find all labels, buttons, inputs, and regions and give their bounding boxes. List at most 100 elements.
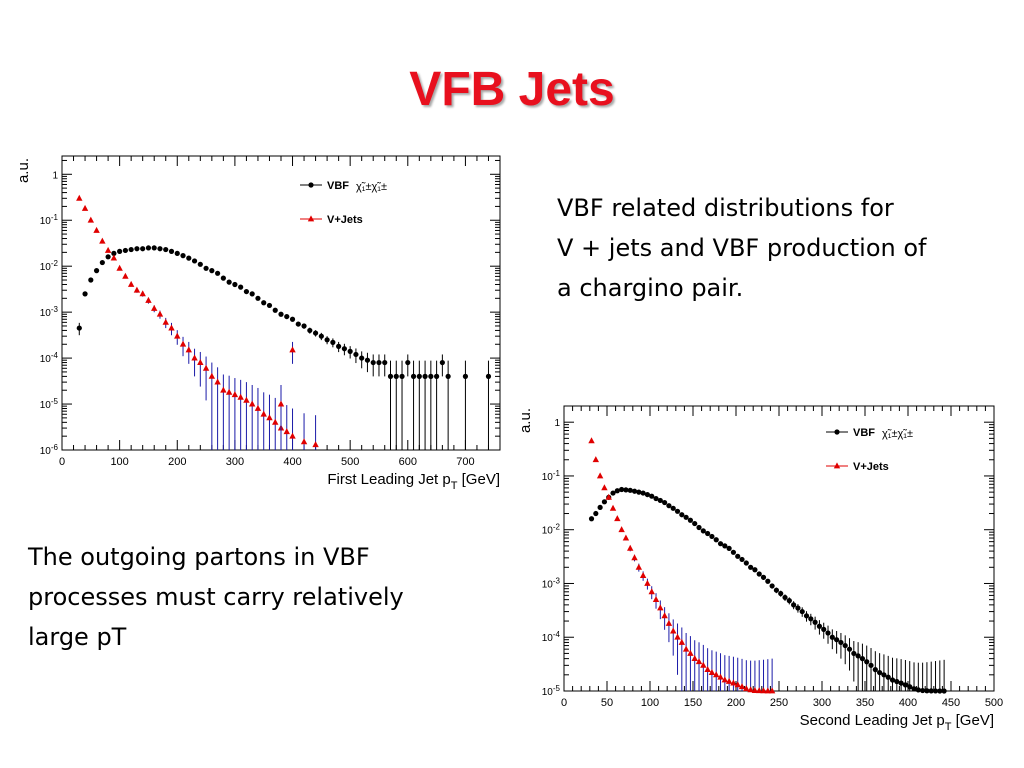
- data-point: [168, 248, 175, 254]
- data-point: [405, 359, 411, 366]
- data-point: [117, 248, 123, 254]
- x-tick-label: 200: [727, 697, 745, 709]
- data-point: [752, 567, 758, 573]
- data-point: [652, 596, 660, 603]
- data-point: [760, 574, 767, 580]
- data-point: [898, 680, 904, 686]
- data-point: [82, 291, 88, 297]
- data-point: [605, 493, 612, 500]
- data-point: [692, 520, 698, 527]
- data-point: [678, 638, 686, 645]
- data-point: [99, 259, 105, 266]
- partons-line-3: large pT: [28, 623, 127, 651]
- data-point: [868, 662, 874, 668]
- data-point: [816, 623, 823, 629]
- data-point: [134, 246, 140, 252]
- data-point: [644, 579, 651, 586]
- legend-marker: [308, 182, 314, 188]
- data-point: [596, 472, 604, 479]
- data-point: [679, 512, 685, 518]
- data-point: [773, 587, 780, 593]
- data-point: [133, 286, 141, 293]
- data-point: [834, 637, 840, 643]
- data-point: [428, 373, 434, 379]
- legend-symbol: χ̃₁±χ̃₁±: [882, 428, 913, 440]
- x-tick-label: 150: [684, 697, 702, 709]
- data-point: [272, 418, 279, 425]
- data-point: [609, 504, 617, 511]
- data-point: [614, 488, 620, 494]
- data-point: [665, 619, 673, 626]
- data-point: [439, 359, 445, 366]
- series-vbf: [76, 245, 492, 450]
- data-point: [734, 681, 741, 688]
- data-point: [163, 246, 169, 253]
- x-tick-label: 200: [168, 456, 186, 468]
- data-point: [593, 510, 599, 517]
- data-point: [300, 438, 308, 445]
- data-point: [803, 613, 810, 619]
- data-point: [283, 428, 290, 435]
- legend-label: VBF: [327, 180, 349, 192]
- data-point: [226, 279, 232, 285]
- data-point: [110, 254, 118, 261]
- data-point: [618, 526, 625, 533]
- data-point: [614, 515, 621, 522]
- data-point: [627, 487, 633, 493]
- data-point: [266, 302, 273, 309]
- data-point: [157, 246, 163, 252]
- legend-marker: [834, 429, 840, 435]
- data-point: [399, 373, 405, 379]
- data-point: [255, 295, 261, 301]
- series-v-jets: [76, 194, 319, 450]
- data-point: [237, 393, 244, 400]
- partons-text: The outgoing partons in VBF processes mu…: [28, 537, 468, 657]
- data-point: [730, 549, 737, 555]
- data-point: [902, 682, 909, 688]
- data-point: [885, 674, 891, 680]
- data-point: [592, 456, 600, 463]
- data-point: [730, 679, 737, 686]
- data-point: [713, 671, 720, 678]
- data-point: [422, 373, 428, 379]
- y-tick-label: 10-2: [542, 523, 561, 537]
- x-tick-label: 250: [770, 697, 788, 709]
- series-v-jets: [588, 437, 776, 694]
- data-point: [214, 378, 221, 385]
- data-point: [636, 489, 642, 495]
- data-point: [937, 688, 943, 694]
- data-point: [760, 687, 767, 694]
- data-point: [145, 245, 152, 251]
- data-point: [795, 605, 801, 611]
- data-point: [382, 359, 388, 366]
- data-point: [721, 676, 729, 683]
- y-tick-label: 10-4: [542, 630, 561, 644]
- data-point: [666, 503, 672, 509]
- data-point: [225, 388, 233, 395]
- data-point: [364, 357, 371, 363]
- data-point: [151, 245, 157, 251]
- data-point: [756, 687, 763, 694]
- data-point: [743, 560, 749, 566]
- data-point: [635, 563, 643, 570]
- y-tick-label: 10-5: [40, 397, 59, 411]
- data-point: [743, 685, 750, 692]
- data-point: [682, 645, 690, 652]
- data-point: [336, 343, 342, 349]
- data-point: [782, 594, 788, 601]
- data-point: [318, 333, 324, 339]
- data-point: [76, 194, 83, 201]
- x-tick-label: 500: [341, 456, 359, 468]
- data-point: [623, 487, 629, 493]
- data-point: [640, 490, 646, 496]
- data-point: [145, 296, 152, 303]
- data-point: [687, 517, 694, 523]
- data-point: [597, 504, 603, 511]
- data-point: [353, 351, 359, 358]
- data-point: [370, 359, 376, 366]
- data-point: [197, 358, 204, 365]
- x-tick-label: 500: [985, 697, 1003, 709]
- data-point: [174, 332, 181, 339]
- y-tick-label: 1: [52, 170, 58, 181]
- data-point: [661, 612, 668, 619]
